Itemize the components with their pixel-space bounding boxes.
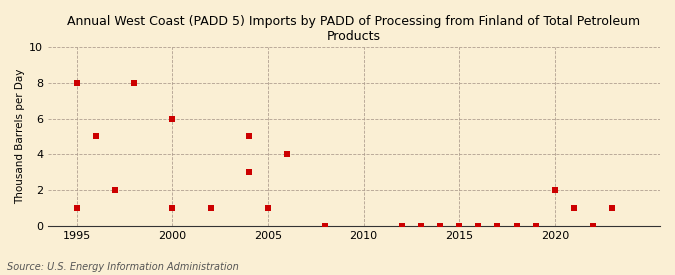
Point	[511, 224, 522, 228]
Point	[205, 206, 216, 210]
Point	[244, 170, 254, 174]
Point	[454, 224, 464, 228]
Point	[281, 152, 292, 156]
Point	[531, 224, 541, 228]
Point	[473, 224, 484, 228]
Point	[167, 116, 178, 121]
Point	[320, 224, 331, 228]
Point	[549, 188, 560, 192]
Point	[416, 224, 427, 228]
Point	[568, 206, 579, 210]
Point	[90, 134, 101, 139]
Point	[396, 224, 407, 228]
Point	[167, 206, 178, 210]
Point	[263, 206, 273, 210]
Point	[435, 224, 446, 228]
Text: Source: U.S. Energy Information Administration: Source: U.S. Energy Information Administ…	[7, 262, 238, 272]
Point	[588, 224, 599, 228]
Point	[492, 224, 503, 228]
Y-axis label: Thousand Barrels per Day: Thousand Barrels per Day	[15, 69, 25, 204]
Point	[72, 206, 82, 210]
Title: Annual West Coast (PADD 5) Imports by PADD of Processing from Finland of Total P: Annual West Coast (PADD 5) Imports by PA…	[68, 15, 641, 43]
Point	[129, 81, 140, 85]
Point	[244, 134, 254, 139]
Point	[72, 81, 82, 85]
Point	[607, 206, 618, 210]
Point	[109, 188, 120, 192]
